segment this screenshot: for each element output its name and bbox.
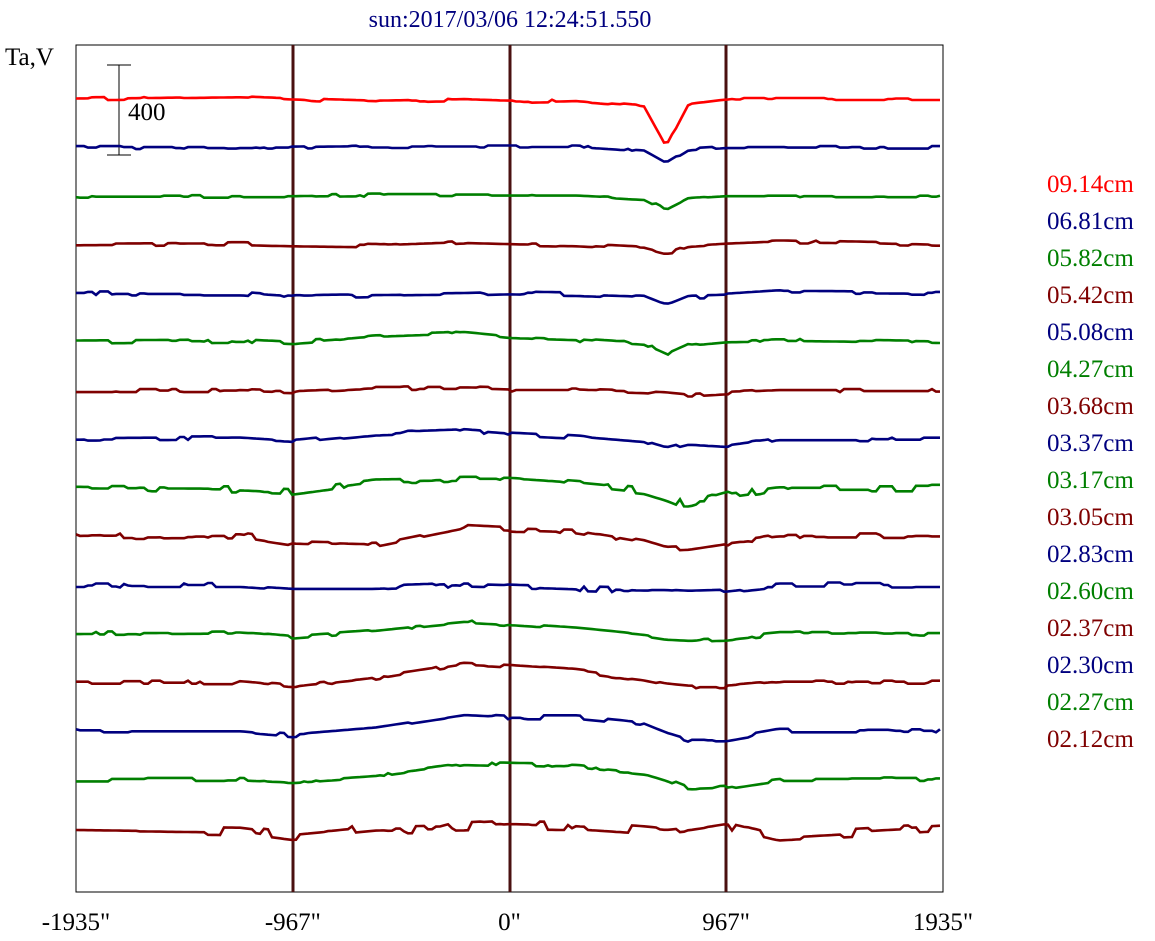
legend-item-10: 02.83cm [1047,541,1134,568]
series-line-10 [76,581,940,594]
series-line-7 [76,427,940,449]
x-tick-label-4: 1935" [913,909,973,936]
series-line-11 [76,619,940,643]
legend-item-5: 04.27cm [1047,356,1134,383]
legend-item-4: 05.08cm [1047,319,1134,346]
legend-item-14: 02.27cm [1047,689,1134,716]
legend-item-6: 03.68cm [1047,393,1134,420]
series-line-15 [75,820,941,842]
series-line-12 [76,661,940,690]
series-line-2 [75,192,941,211]
x-tick-label-2: 0" [498,909,521,936]
series-line-3 [76,239,940,255]
scale-bar-label: 400 [128,99,166,126]
legend-item-2: 05.82cm [1047,245,1134,272]
legend-item-1: 06.81cm [1047,208,1134,235]
legend-item-8: 03.17cm [1047,467,1134,494]
series-line-4 [76,288,940,305]
legend-item-15: 02.12cm [1047,726,1134,753]
x-tick-label-0: -1935" [42,909,111,936]
x-tick-label-3: 967" [702,909,750,936]
series-line-5 [76,330,941,357]
legend-item-11: 02.60cm [1047,578,1134,605]
series-line-1 [76,144,940,163]
legend-item-3: 05.42cm [1047,282,1134,309]
series-line-0 [75,95,940,145]
series-line-14 [76,761,940,791]
legend-item-12: 02.37cm [1047,615,1134,642]
y-axis-label: Ta,V [5,44,54,71]
series-line-6 [76,385,940,398]
chart-title: sun:2017/03/06 12:24:51.550 [369,7,652,33]
x-tick-label-1: -967" [265,909,321,936]
series-line-13 [75,713,941,743]
series-line-9 [75,523,940,552]
series-line-8 [76,475,940,508]
legend-item-7: 03.37cm [1047,430,1134,457]
legend-item-9: 03.05cm [1047,504,1134,531]
legend: 09.14cm 06.81cm 05.82cm 05.42cm 05.08cm 04.27… [1047,170,1134,762]
legend-item-13: 02.30cm [1047,652,1134,679]
legend-item-0: 09.14cm [1047,171,1134,198]
